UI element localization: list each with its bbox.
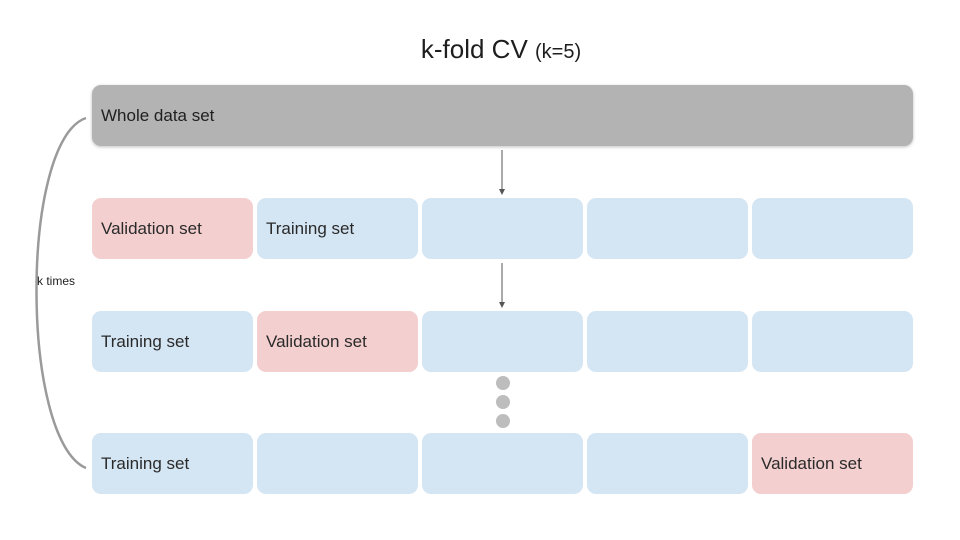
training-set-label: Training set bbox=[101, 453, 190, 473]
fold-2-segment-5-training bbox=[752, 311, 913, 372]
fold-1-segment-3-training bbox=[422, 198, 583, 259]
fold-3-segment-3-training bbox=[422, 433, 583, 494]
whole-data-set: Whole data set bbox=[92, 85, 913, 146]
fold-3-segment-5-validation: Validation set bbox=[752, 433, 913, 494]
validation-set-label: Validation set bbox=[266, 331, 367, 351]
training-set-label: Training set bbox=[266, 218, 355, 238]
fold-1-segment-1-validation: Validation set bbox=[92, 198, 253, 259]
k-times-label: k times bbox=[37, 274, 76, 288]
title-sub: (k=5) bbox=[535, 41, 582, 63]
fold-1-segment-4-training bbox=[587, 198, 748, 259]
validation-set-label: Validation set bbox=[761, 453, 862, 473]
ellipsis-dot bbox=[496, 395, 510, 409]
fold-2-segment-4-training bbox=[587, 311, 748, 372]
whole-data-set-label: Whole data set bbox=[101, 105, 215, 125]
title-main: k-fold CV bbox=[420, 34, 528, 64]
fold-2-segment-3-training bbox=[422, 311, 583, 372]
k-times-bracket bbox=[35, 116, 87, 470]
fold-3-segment-4-training bbox=[587, 433, 748, 494]
ellipsis-dot bbox=[496, 414, 510, 428]
fold-1-segment-2-training: Training set bbox=[257, 198, 418, 259]
diagram-title: k-fold CV (k=5) bbox=[0, 34, 960, 65]
training-set-label: Training set bbox=[101, 331, 190, 351]
fold-1-segment-5-training bbox=[752, 198, 913, 259]
fold-2-segment-1-training: Training set bbox=[92, 311, 253, 372]
fold-2-segment-2-validation: Validation set bbox=[257, 311, 418, 372]
ellipsis-dot bbox=[496, 376, 510, 390]
validation-set-label: Validation set bbox=[101, 218, 202, 238]
fold-3-segment-2-training bbox=[257, 433, 418, 494]
fold-3-segment-1-training: Training set bbox=[92, 433, 253, 494]
